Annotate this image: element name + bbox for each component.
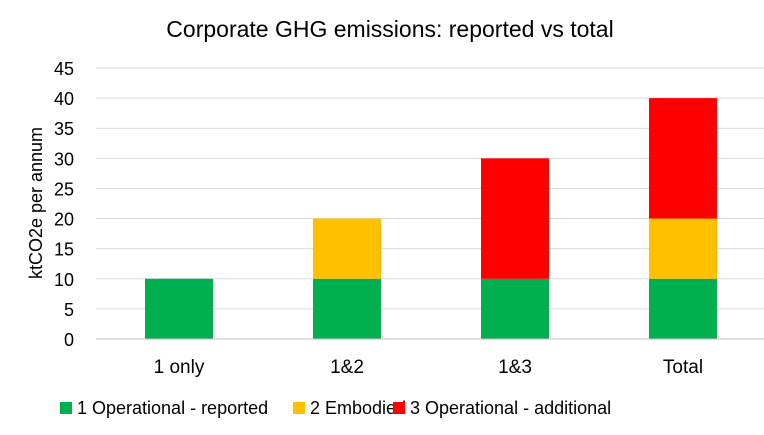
y-tick-label: 5 — [64, 300, 74, 320]
y-tick-label: 15 — [54, 240, 74, 260]
chart-title: Corporate GHG emissions: reported vs tot… — [166, 16, 613, 42]
y-tick-label: 45 — [54, 59, 74, 79]
y-tick-label: 10 — [54, 270, 74, 290]
y-axis-label: ktCO2e per annum — [26, 127, 46, 279]
legend-label: 2 Embodied — [310, 398, 406, 418]
y-tick-label: 20 — [54, 210, 74, 230]
x-tick-label: 1 only — [154, 357, 205, 378]
bars — [145, 98, 717, 339]
y-tick-label: 30 — [54, 149, 74, 169]
y-tick-label: 25 — [54, 179, 74, 199]
bar-segment — [649, 218, 717, 279]
legend-swatch — [60, 402, 72, 414]
x-tick-label: 1&2 — [330, 357, 364, 378]
legend-swatch — [393, 402, 405, 414]
bar-segment — [481, 158, 549, 279]
x-axis-ticks: 1 only 1&2 1&3 Total — [154, 357, 703, 378]
legend-label: 1 Operational - reported — [77, 398, 268, 418]
bar-segment — [649, 278, 717, 339]
bar-segment — [313, 278, 381, 339]
legend-label: 3 Operational - additional — [410, 398, 611, 418]
bar-segment — [649, 98, 717, 219]
y-tick-label: 35 — [54, 119, 74, 139]
bar-segment — [313, 218, 381, 279]
bar-segment — [481, 278, 549, 339]
legend: 1 Operational - reported 2 Embodied 3 Oper… — [60, 398, 611, 418]
x-tick-label: 1&3 — [498, 357, 532, 378]
x-tick-label: Total — [663, 357, 703, 378]
y-axis-ticks: 0 5 10 15 20 25 30 35 40 45 — [54, 59, 74, 350]
y-tick-label: 0 — [64, 330, 74, 350]
y-tick-label: 40 — [54, 89, 74, 109]
legend-swatch — [293, 402, 305, 414]
bar-segment — [145, 278, 213, 339]
